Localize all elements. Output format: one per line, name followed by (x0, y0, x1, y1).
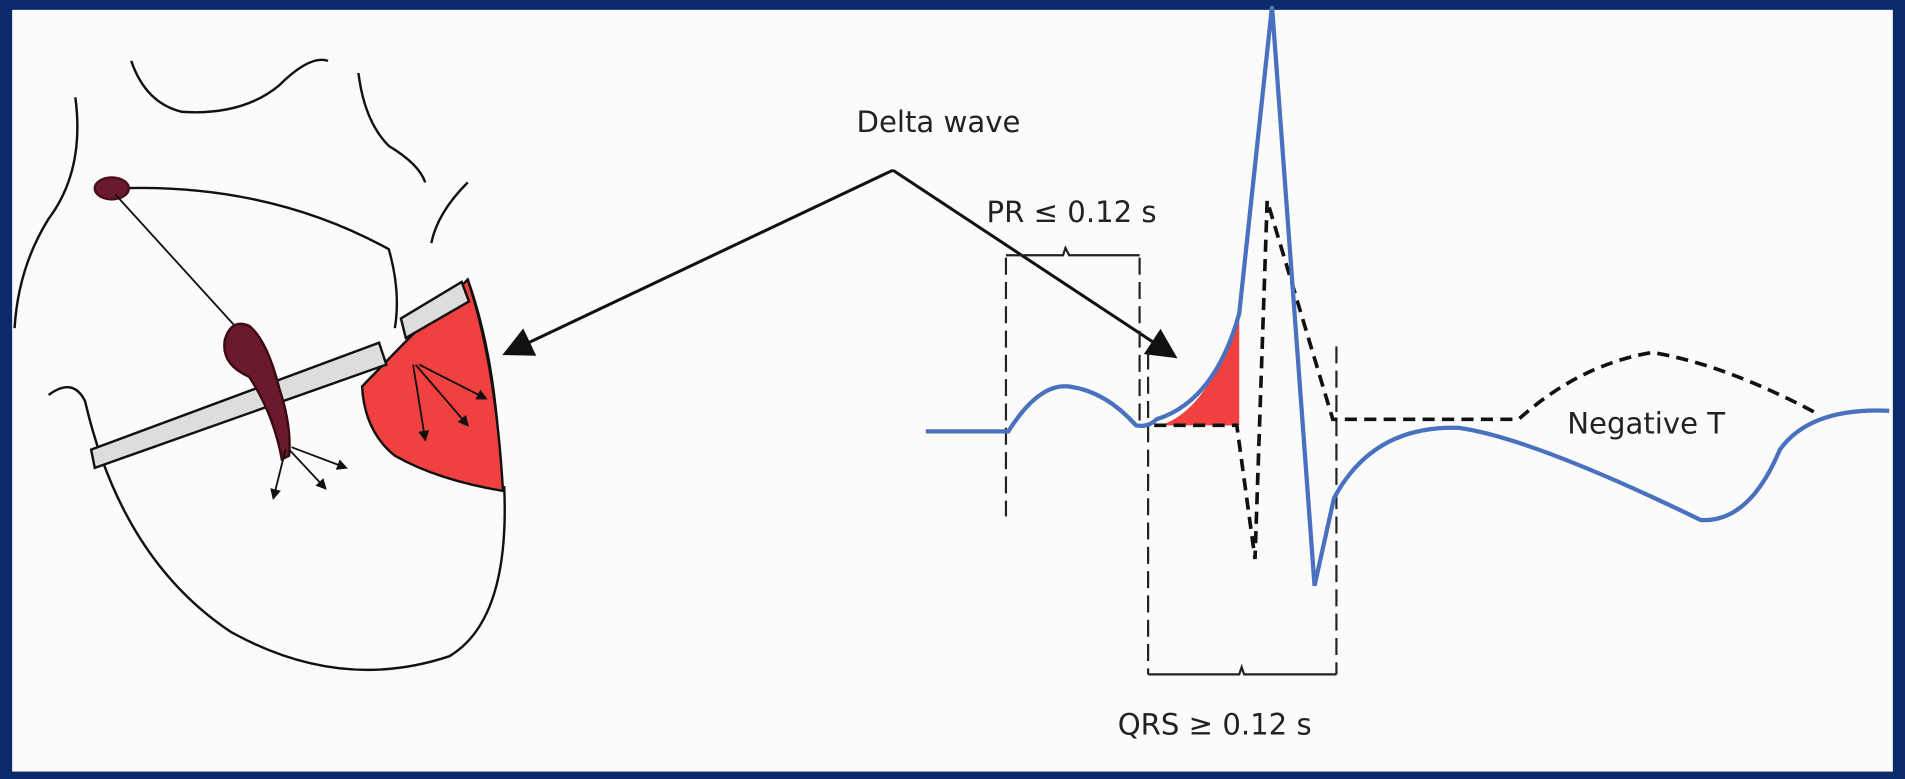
heart-illustration (13, 58, 506, 672)
delta-area (1160, 313, 1240, 426)
wpw-ecg (925, 5, 1890, 587)
pointer-arrow (502, 168, 894, 356)
label: Delta wave (857, 105, 1021, 139)
canvas (12, 9, 1893, 772)
label: QRS ≥ 0.12 s (1118, 708, 1312, 742)
septum-band (399, 280, 471, 340)
pr-bracket (1005, 245, 1140, 257)
label: PR ≤ 0.12 s (987, 195, 1157, 229)
conduction-arrows (270, 363, 488, 501)
qrs-bracket (1148, 663, 1337, 676)
normal-ecg (1154, 200, 1818, 560)
label: Negative T (1567, 406, 1725, 440)
bundle (223, 322, 291, 462)
pointer-arrow (892, 168, 1178, 359)
septum-band (89, 341, 388, 470)
ecg-guides (1004, 257, 1338, 675)
